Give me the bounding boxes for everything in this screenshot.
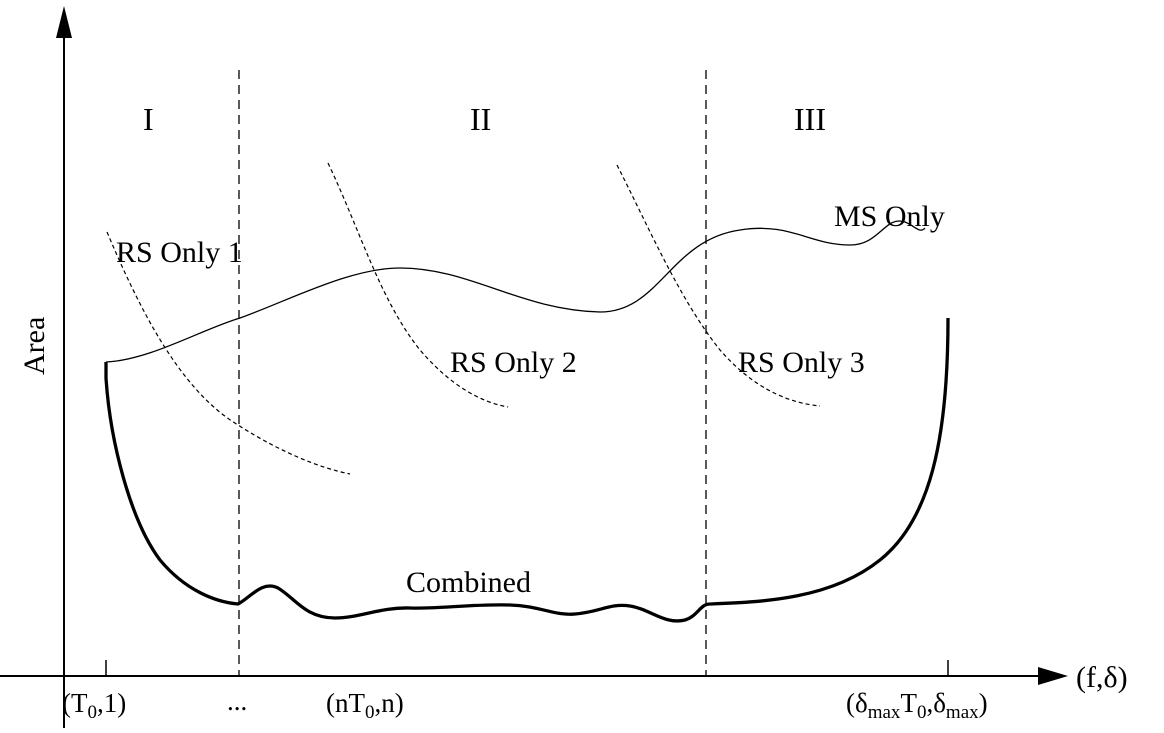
x-ticks: [105, 660, 949, 676]
x-tick-labels: (T0,1) ... (nT0,n) (δmaxT0,δmax): [62, 686, 988, 723]
region-labels: I II III: [143, 101, 826, 137]
region-label-i: I: [143, 101, 154, 137]
tick-label-t0-1: (T0,1): [62, 688, 126, 723]
axes: [0, 6, 1068, 728]
tick-label-nt0-n: (nT0,n): [326, 688, 404, 723]
tick-label-ellipsis: ...: [227, 686, 247, 716]
y-axis-label: Area: [18, 317, 51, 375]
region-label-iii: III: [794, 101, 826, 137]
combined-curve: [104, 317, 950, 623]
rs-only-1-label: RS Only 1: [116, 236, 243, 269]
ms-only-curve: [105, 220, 926, 363]
y-axis-arrowhead-icon: [56, 6, 72, 38]
region-dividers: [238, 70, 707, 676]
rs-only-2-curve: [327, 162, 509, 408]
rs-curves: [106, 162, 821, 475]
rs-only-3-curve: [616, 164, 821, 407]
x-axis-arrowhead-icon: [1038, 667, 1068, 685]
region-label-ii: II: [470, 101, 491, 137]
x-axis-label: (f,δ): [1076, 661, 1128, 694]
combined-label: Combined: [406, 566, 531, 599]
rs-only-2-label: RS Only 2: [450, 346, 577, 379]
curve-labels: MS Only RS Only 1 RS Only 2 RS Only 3 Co…: [116, 200, 945, 599]
tick-label-dmax: (δmaxT0,δmax): [846, 688, 988, 723]
rs-only-3-label: RS Only 3: [738, 346, 865, 379]
rs-only-1-curve: [106, 231, 351, 475]
ms-only-label: MS Only: [834, 200, 945, 233]
